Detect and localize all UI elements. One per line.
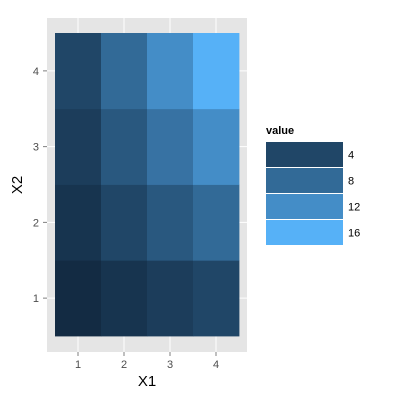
- heatmap-cell: [55, 108, 102, 185]
- y-axis-title: X2: [9, 176, 26, 194]
- heatmap-cell: [55, 184, 102, 261]
- heatmap-cell: [147, 260, 194, 337]
- x-tick-label: 1: [75, 359, 81, 371]
- heatmap-cell: [193, 260, 240, 337]
- x-tick-label: 2: [121, 359, 127, 371]
- x-axis-title: X1: [138, 373, 156, 390]
- legend-label: 12: [348, 202, 360, 214]
- y-tick-label: 4: [33, 66, 39, 78]
- heatmap-cell: [55, 33, 102, 110]
- legend-key: [266, 168, 343, 193]
- y-tick-label: 2: [33, 217, 39, 229]
- y-axis-ticks: 1 2 3 4: [33, 66, 47, 305]
- y-tick-label: 1: [33, 293, 39, 305]
- legend-title: value: [266, 125, 294, 137]
- legend-label: 16: [348, 228, 360, 240]
- legend-keys: 4 8 12 16: [266, 142, 360, 245]
- heatmap-cell: [101, 184, 148, 261]
- legend-key: [266, 142, 343, 167]
- heatmap-cell: [147, 33, 194, 110]
- heatmap-cell: [193, 33, 240, 110]
- heatmap-cell: [147, 184, 194, 261]
- legend-label: 8: [348, 176, 354, 188]
- y-tick-label: 3: [33, 142, 39, 154]
- x-tick-label: 3: [167, 359, 173, 371]
- x-tick-label: 4: [213, 359, 219, 371]
- heatmap-cell: [193, 184, 240, 261]
- heatmap-cell: [101, 108, 148, 185]
- heatmap-cell: [147, 108, 194, 185]
- legend: value 4 8 12 16: [266, 125, 360, 245]
- heatmap-cell: [193, 108, 240, 185]
- heatmap-cell: [101, 260, 148, 337]
- legend-key: [266, 220, 343, 245]
- legend-key: [266, 194, 343, 219]
- heatmap-cell: [55, 260, 102, 337]
- heatmap-cells: [55, 33, 240, 337]
- heatmap-cell: [101, 33, 148, 110]
- legend-label: 4: [348, 150, 354, 162]
- x-axis-ticks: 1 2 3 4: [75, 352, 219, 371]
